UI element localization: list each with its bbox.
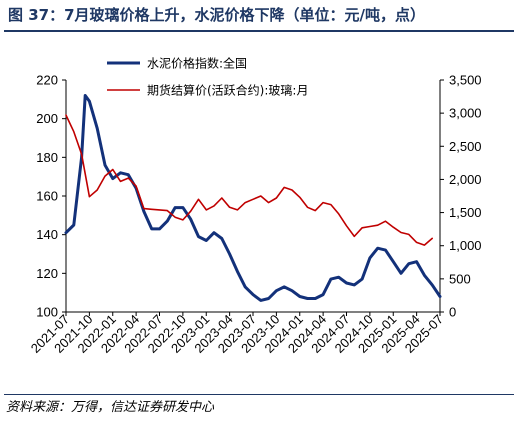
source-note: 资料来源：万得，信达证券研发中心	[6, 400, 215, 415]
left-tick-label: 220	[36, 73, 58, 88]
right-tick-label: 3,500	[449, 73, 482, 88]
dual-axis-line-chart: 100 120 140 160 180 200 220 0 500 1,000 1,500 2,00…	[28, 56, 482, 356]
right-tick-label: 1,000	[449, 238, 482, 253]
left-tick-label: 180	[36, 150, 58, 165]
left-tick-label: 200	[36, 111, 58, 126]
right-tick-label: 1,500	[449, 205, 482, 220]
right-tick-label: 0	[449, 305, 456, 320]
left-tick-label: 120	[36, 266, 58, 281]
right-tick-label: 2,000	[449, 172, 482, 187]
glass-futures-price-line	[65, 114, 434, 246]
right-axis-ticks: 0 500 1,000 1,500 2,000 2,500 3,000 3,500	[440, 73, 482, 320]
figure-title: 图 37：7月玻璃价格上升，水泥价格下降（单位：元/吨，点）	[8, 6, 426, 24]
x-axis-ticks: 2021-072021-102022-012022-042022-072022-…	[28, 312, 446, 356]
left-tick-label: 160	[36, 189, 58, 204]
bottom-rule	[4, 394, 514, 395]
title-rule	[4, 30, 514, 32]
left-axis-ticks: 100 120 140 160 180 200 220	[36, 73, 66, 320]
legend-label: 水泥价格指数:全国	[147, 56, 247, 71]
series-lines	[64, 94, 442, 302]
left-tick-label: 140	[36, 227, 58, 242]
right-tick-label: 500	[449, 271, 471, 286]
right-tick-label: 3,000	[449, 106, 482, 121]
right-tick-label: 2,500	[449, 139, 482, 154]
cement-price-index-line	[64, 94, 442, 302]
legend-label: 期货结算价(活跃合约):玻璃:月	[147, 83, 308, 98]
left-tick-label: 100	[36, 305, 58, 320]
axes	[65, 80, 441, 313]
